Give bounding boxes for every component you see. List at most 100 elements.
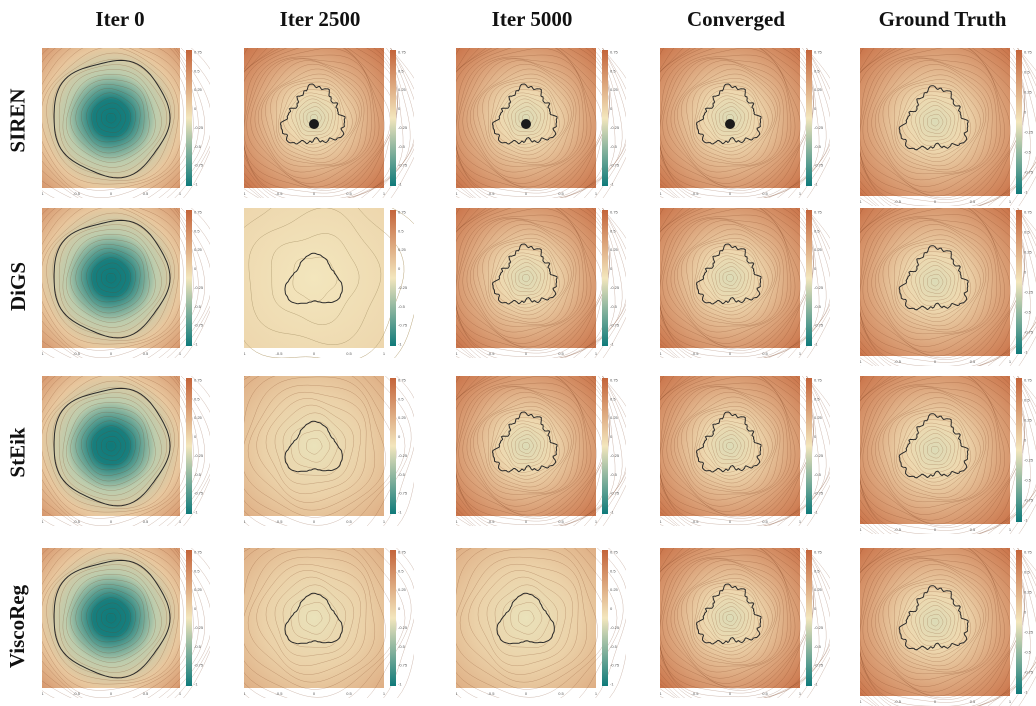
contour-panel-steik-0: -1 -0.5 0 0.5 1 0.75 0.5 0.25 0 -0.25 -0.5 -0.75 -1 bbox=[42, 376, 210, 526]
colorbar-tick-label: 0.5 bbox=[398, 228, 404, 233]
colorbar-tick-label: -1 bbox=[398, 510, 402, 515]
colorbar-tick-label: 0.75 bbox=[610, 550, 619, 555]
colorbar-tick-label: -0.25 bbox=[610, 453, 620, 458]
colorbar-tick-label: -0.75 bbox=[1024, 498, 1034, 503]
axis-tick-label: 0.5 bbox=[143, 691, 149, 696]
colorbar-tick-label: 0.5 bbox=[398, 68, 404, 73]
singularity-spot bbox=[309, 119, 319, 129]
axis-tick-label: 0.5 bbox=[346, 691, 352, 696]
colorbar-tick-label: 0.5 bbox=[1024, 398, 1030, 403]
colorbar-tick-label: -0.25 bbox=[1024, 130, 1034, 135]
contour-lines bbox=[456, 208, 626, 358]
contour-panel-siren-0: -1 -0.5 0 0.5 1 0.75 0.5 0.25 0 -0.25 -0.5 -0.75 -1 bbox=[42, 48, 210, 198]
axis-tick-label: 1 bbox=[799, 191, 802, 196]
colorbar-tick-label: -0.75 bbox=[610, 491, 620, 496]
zero-level-set bbox=[695, 83, 762, 145]
contour-lines bbox=[660, 48, 830, 198]
zero-level-set bbox=[279, 83, 346, 145]
colorbar-tick-label: -0.25 bbox=[814, 125, 824, 130]
colorbar-tick-label: -1 bbox=[1024, 350, 1028, 355]
zero-level-set bbox=[284, 252, 343, 305]
sdf-field bbox=[244, 548, 384, 688]
contour-lines bbox=[42, 208, 210, 358]
colorbar bbox=[602, 210, 608, 346]
colorbar-tick-label: -0.25 bbox=[194, 125, 204, 130]
sdf-field bbox=[456, 548, 596, 688]
axis-tick-label: -0.5 bbox=[73, 691, 81, 696]
colorbar-tick-label: 0.5 bbox=[398, 568, 404, 573]
axis-tick-label: -0.5 bbox=[276, 691, 284, 696]
axis-tick-label: 0 bbox=[313, 519, 316, 524]
colorbar-tick-label: 0.25 bbox=[814, 87, 823, 92]
axis-tick-label: 1 bbox=[595, 191, 598, 196]
axis-tick-label: -0.5 bbox=[894, 527, 902, 532]
axis-tick-label: -0.5 bbox=[488, 691, 496, 696]
axis-tick-label: 0.5 bbox=[558, 191, 564, 196]
colorbar-tick-label: 0.25 bbox=[398, 87, 407, 92]
colorbar-tick-label: 0.5 bbox=[610, 568, 616, 573]
axis-tick-label: -0.5 bbox=[692, 191, 700, 196]
colorbar-tick-label: 0 bbox=[398, 266, 401, 271]
colorbar-tick-label: -1 bbox=[610, 510, 614, 515]
zero-level-set bbox=[898, 245, 969, 311]
contour-panel-viscoreg-3: -1 -0.5 0 0.5 1 0.75 0.5 0.25 0 -0.25 -0.5 -0.75 -1 bbox=[660, 548, 830, 698]
colorbar-tick-label: -0.25 bbox=[398, 453, 408, 458]
row-label-digs: DiGS bbox=[5, 261, 30, 311]
axis-tick-label: 0 bbox=[525, 691, 528, 696]
colorbar-tick-label: 0.25 bbox=[398, 415, 407, 420]
axis-tick-label: 1 bbox=[383, 351, 386, 356]
zero-level-set bbox=[695, 243, 762, 305]
contour-panel-steik-1: -1 -0.5 0 0.5 1 0.75 0.5 0.25 0 -0.25 -0.5 -0.75 -1 bbox=[244, 376, 414, 526]
axis-tick-label: 0.5 bbox=[762, 519, 768, 524]
contour-lines bbox=[244, 376, 414, 526]
colorbar-tick-label: -0.75 bbox=[814, 663, 824, 668]
axis-tick-label: -1 bbox=[244, 191, 247, 196]
axis-tick-label: 1 bbox=[595, 519, 598, 524]
colorbar-tick-label: -1 bbox=[194, 682, 198, 687]
contour-lines bbox=[42, 48, 210, 198]
colorbar bbox=[1016, 50, 1022, 194]
colorbar-tick-label: -0.5 bbox=[1024, 310, 1032, 315]
colorbar-tick-label: -1 bbox=[814, 182, 818, 187]
axis-tick-label: 0 bbox=[729, 519, 732, 524]
colorbar-tick-label: -0.25 bbox=[194, 453, 204, 458]
colorbar-tick-label: 0.75 bbox=[610, 50, 619, 55]
colorbar-tick-label: -0.75 bbox=[1024, 330, 1034, 335]
colorbar-tick-label: -0.25 bbox=[398, 125, 408, 130]
sdf-field bbox=[244, 48, 384, 188]
colorbar-tick-label: 0 bbox=[814, 434, 817, 439]
colorbar-tick-label: 0 bbox=[610, 266, 613, 271]
axis-tick-label: 0 bbox=[934, 199, 937, 204]
axis-tick-label: -0.5 bbox=[894, 199, 902, 204]
contour-panel-siren-1: -1 -0.5 0 0.5 1 0.75 0.5 0.25 0 -0.25 -0.5 -0.75 -1 bbox=[244, 48, 414, 198]
colorbar-tick-label: 0.5 bbox=[814, 228, 820, 233]
colorbar-tick-label: -1 bbox=[398, 682, 402, 687]
colorbar-tick-label: -0.5 bbox=[398, 304, 406, 309]
colorbar bbox=[602, 550, 608, 686]
axis-tick-label: 1 bbox=[1009, 699, 1012, 704]
contour-panel-digs-2: -1 -0.5 0 0.5 1 0.75 0.5 0.25 0 -0.25 -0.5 -0.75 -1 bbox=[456, 208, 626, 358]
axis-tick-label: 1 bbox=[1009, 527, 1012, 532]
colorbar-tick-label: 0.75 bbox=[1024, 50, 1033, 55]
colorbar bbox=[602, 378, 608, 514]
colorbar-tick-label: -0.25 bbox=[398, 625, 408, 630]
contour-panel-digs-3: -1 -0.5 0 0.5 1 0.75 0.5 0.25 0 -0.25 -0.5 -0.75 -1 bbox=[660, 208, 830, 358]
colorbar bbox=[186, 550, 192, 686]
colorbar-tick-label: -0.75 bbox=[814, 163, 824, 168]
axis-tick-label: -0.5 bbox=[692, 519, 700, 524]
colorbar-tick-label: 0 bbox=[398, 606, 401, 611]
colorbar-tick-label: 0.75 bbox=[398, 50, 407, 55]
colorbar-tick-label: -1 bbox=[610, 342, 614, 347]
axis-tick-label: 1 bbox=[1009, 199, 1012, 204]
axis-tick-label: 1 bbox=[179, 351, 182, 356]
contour-lines bbox=[660, 208, 830, 358]
axis-tick-label: -0.5 bbox=[73, 351, 81, 356]
colorbar-tick-label: -0.75 bbox=[398, 491, 408, 496]
axis-tick-label: -0.5 bbox=[488, 519, 496, 524]
axis-tick-label: -1 bbox=[42, 191, 45, 196]
zero-level-set bbox=[491, 411, 558, 473]
contour-panel-steik-4: -1 -0.5 0 0.5 1 0.75 0.5 0.25 0 -0.25 -0.5 -0.75 -1 bbox=[860, 376, 1036, 534]
axis-tick-label: 0.5 bbox=[143, 519, 149, 524]
sdf-field bbox=[660, 208, 800, 348]
colorbar-tick-label: -1 bbox=[610, 682, 614, 687]
